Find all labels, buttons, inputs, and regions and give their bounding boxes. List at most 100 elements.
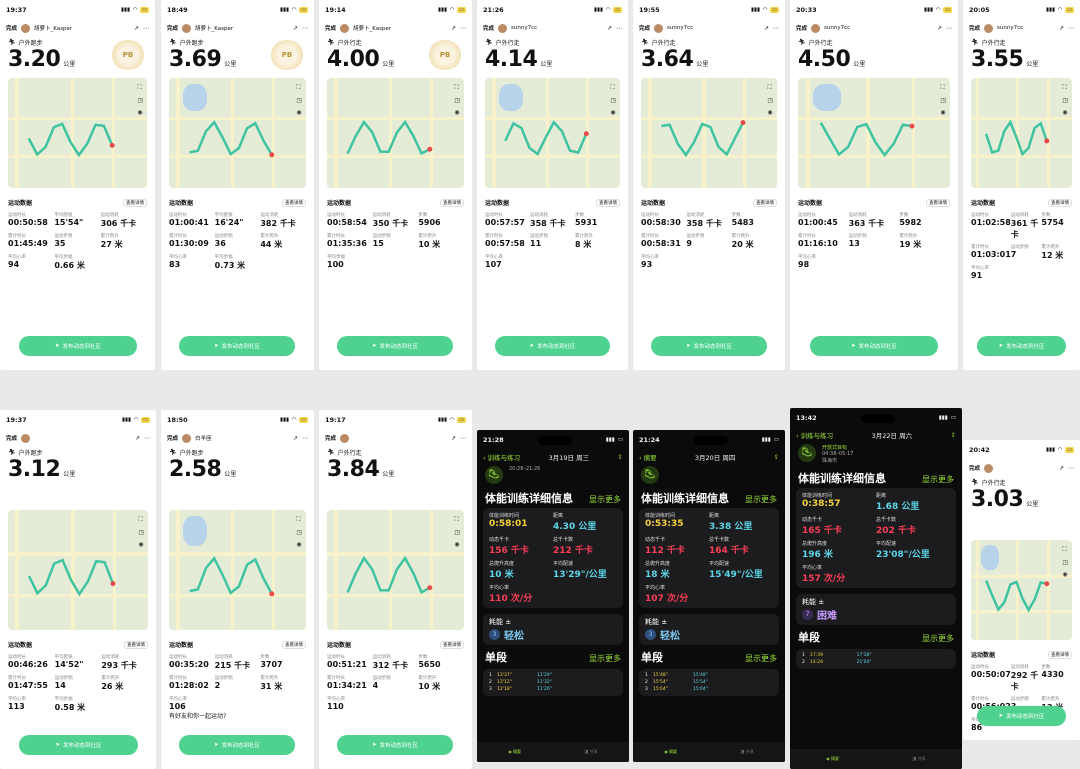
share-icon[interactable]: ↗ [763,24,769,32]
post-to-community-button[interactable]: ➤ 发布动态到社区 [977,336,1066,356]
route-map[interactable]: ⛶ ◳ ◉ [971,78,1072,188]
details-button[interactable]: 查看详情 [123,198,147,207]
details-button[interactable]: 查看详情 [1048,198,1072,207]
expand-icon[interactable]: ⛶ [1062,84,1067,91]
details-button[interactable]: 查看详情 [282,198,306,207]
post-to-community-button[interactable]: ➤ 发布动态到社区 [19,336,137,356]
expand-icon[interactable]: ⛶ [454,516,459,523]
layers-icon[interactable]: ◳ [1062,97,1068,104]
locate-icon[interactable]: ◉ [767,109,773,116]
layers-icon[interactable]: ◳ [454,529,460,536]
route-map[interactable]: ⛶ ◳ ◉ [8,510,148,630]
expand-icon[interactable]: ⛶ [296,516,301,523]
expand-icon[interactable]: ⛶ [454,84,459,91]
layers-icon[interactable]: ◳ [767,97,773,104]
post-to-community-button[interactable]: ➤ 发布动态到社区 [337,735,453,755]
more-icon[interactable]: ⋯ [460,24,466,32]
username[interactable]: sunny7cc [667,25,694,31]
layers-icon[interactable]: ◳ [296,97,302,104]
done-button[interactable]: 完成 [325,26,337,32]
avatar[interactable] [182,433,192,443]
more-icon[interactable]: ⋯ [302,24,308,32]
tab-summary[interactable]: ◉ 摘要 [508,749,521,754]
details-button[interactable]: 查看详情 [440,640,464,649]
username[interactable]: 白羊座 [195,436,212,442]
username[interactable]: 胡萝卜_Kasper [195,26,234,32]
post-to-community-button[interactable]: ➤ 发布动态到社区 [337,336,453,356]
post-to-community-button[interactable]: ➤ 发布动态到社区 [179,735,295,755]
tab-summary[interactable]: ◉ 摘要 [664,749,677,754]
locate-icon[interactable]: ◉ [940,109,946,116]
expand-icon[interactable]: ⛶ [1062,546,1067,553]
more-icon[interactable]: ⋯ [1068,464,1074,472]
tab-sharing[interactable]: 👥︎ 共享 [739,749,754,754]
details-button[interactable]: 查看详情 [282,640,306,649]
more-icon[interactable]: ⋯ [144,434,150,442]
route-map[interactable]: ⛶ ◳ ◉ [327,510,464,630]
done-button[interactable]: 完成 [969,26,981,32]
route-map[interactable]: ⛶ ◳ ◉ [485,78,620,188]
more-icon[interactable]: ⋯ [302,434,308,442]
username[interactable]: sunny7cc [511,25,538,31]
details-button[interactable]: 查看详情 [753,198,777,207]
share-icon[interactable]: ↗ [134,434,140,442]
locate-icon[interactable]: ◉ [610,109,616,116]
share-icon[interactable]: ↗ [606,24,612,32]
share-icon[interactable]: ↗ [1058,24,1064,32]
show-more-link[interactable]: 显示更多 [745,654,777,663]
post-to-community-button[interactable]: ➤ 发布动态到社区 [179,336,295,356]
show-more-link[interactable]: 显示更多 [589,495,621,504]
done-button[interactable]: 完成 [6,26,18,32]
avatar[interactable] [182,23,192,33]
route-map[interactable]: ⛶ ◳ ◉ [169,510,306,630]
layers-icon[interactable]: ◳ [138,529,144,536]
post-to-community-button[interactable]: ➤ 发布动态到社区 [495,336,610,356]
route-map[interactable]: ⛶ ◳ ◉ [8,78,147,188]
done-button[interactable]: 完成 [969,466,981,472]
more-icon[interactable]: ⋯ [616,24,622,32]
route-map[interactable]: ⛶ ◳ ◉ [641,78,777,188]
share-icon[interactable]: ↗ [292,24,298,32]
details-button[interactable]: 查看详情 [440,198,464,207]
avatar[interactable] [811,23,821,33]
post-to-community-button[interactable]: ➤ 发布动态到社区 [977,706,1066,726]
done-button[interactable]: 完成 [325,436,337,442]
tab-summary[interactable]: ◉ 摘要 [826,756,839,761]
tab-sharing[interactable]: 👥︎ 共享 [911,756,926,761]
expand-icon[interactable]: ⛶ [138,516,143,523]
details-button[interactable]: 查看详情 [926,198,950,207]
locate-icon[interactable]: ◉ [137,109,143,116]
post-to-community-button[interactable]: ➤ 发布动态到社区 [19,735,138,755]
share-icon[interactable]: ↗ [133,24,139,32]
layers-icon[interactable]: ◳ [296,529,302,536]
avatar[interactable] [984,463,994,473]
avatar[interactable] [340,23,350,33]
route-map[interactable]: ⛶ ◳ ◉ [971,540,1072,640]
expand-icon[interactable]: ⛶ [767,84,772,91]
locate-icon[interactable]: ◉ [454,541,460,548]
share-icon[interactable]: ↗ [450,434,456,442]
share-icon[interactable]: ↗ [450,24,456,32]
share-icon[interactable]: ↗ [936,24,942,32]
username[interactable]: 胡萝卜_Kasper [34,26,73,32]
locate-icon[interactable]: ◉ [138,541,144,548]
avatar[interactable] [21,433,31,443]
share-icon[interactable]: ↗ [292,434,298,442]
expand-icon[interactable]: ⛶ [940,84,945,91]
layers-icon[interactable]: ◳ [610,97,616,104]
done-button[interactable]: 完成 [796,26,808,32]
show-more-link[interactable]: 显示更多 [922,634,954,643]
tab-sharing[interactable]: 👥︎ 共享 [583,749,598,754]
post-to-community-button[interactable]: ➤ 发布动态到社区 [810,336,938,356]
avatar[interactable] [21,23,31,33]
expand-icon[interactable]: ⛶ [610,84,615,91]
avatar[interactable] [654,23,664,33]
route-map[interactable]: ⛶ ◳ ◉ [327,78,464,188]
effort-card[interactable]: 耗能 ± 3 轻松 [639,614,779,645]
username[interactable]: sunny7cc [824,25,851,31]
expand-icon[interactable]: ⛶ [137,84,142,91]
details-button[interactable]: 查看详情 [124,640,148,649]
avatar[interactable] [984,23,994,33]
done-button[interactable]: 完成 [6,436,18,442]
route-map[interactable]: ⛶ ◳ ◉ [798,78,950,188]
